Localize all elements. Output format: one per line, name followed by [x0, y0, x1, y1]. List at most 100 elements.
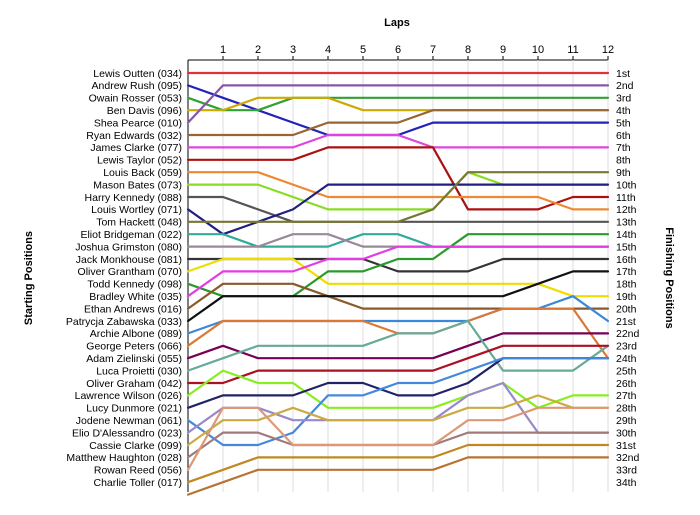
driver-label: Adam Zielinski (055)	[86, 353, 182, 365]
series-line-26	[186, 344, 610, 385]
finish-position-label: 34th	[616, 477, 637, 489]
lap-tick-label: 12	[602, 44, 614, 56]
driver-label: Ryan Edwards (032)	[86, 130, 182, 142]
driver-label: Oliver Grantham (070)	[78, 266, 182, 278]
lap-tick-label: 10	[532, 44, 544, 56]
lap-tick-label: 8	[465, 44, 471, 56]
lap-tick-label: 3	[290, 44, 296, 56]
lap-tick-label: 6	[395, 44, 401, 56]
driver-label: Louis Back (059)	[103, 167, 182, 179]
driver-label: Jodene Newman (061)	[76, 415, 182, 427]
driver-label: Rowan Reed (056)	[94, 465, 182, 477]
finish-position-label: 28th	[616, 403, 637, 415]
series-line-21	[186, 270, 610, 323]
finishing-positions-title: Finishing Positions	[663, 227, 675, 328]
series-line-5	[186, 84, 610, 124]
lap-tick-label: 1	[220, 44, 226, 56]
finish-position-label: 18th	[616, 279, 637, 291]
series-line-6	[186, 109, 610, 137]
series-line-25	[186, 319, 610, 372]
finish-position-label: 20th	[616, 303, 637, 315]
driver-label: Harry Kennedy (088)	[85, 192, 182, 204]
finish-position-label: 23rd	[616, 341, 637, 353]
series-line-19	[186, 245, 610, 298]
series-line-35	[186, 456, 610, 496]
series-line-24	[186, 332, 610, 360]
series-line-13	[186, 171, 610, 223]
finish-position-label: 11th	[616, 192, 636, 204]
finish-position-label: 17th	[616, 266, 637, 278]
lap-tick-label: 2	[255, 44, 261, 56]
series-line-9	[186, 171, 610, 211]
finish-position-label: 31st	[616, 440, 636, 452]
driver-label: Todd Kennedy (098)	[87, 279, 182, 291]
driver-label: Oliver Graham (042)	[86, 378, 182, 390]
driver-label: George Peters (066)	[86, 341, 182, 353]
driver-label: Matthew Haughton (028)	[66, 452, 182, 464]
series-line-34	[186, 443, 610, 484]
driver-label: Andrew Rush (095)	[92, 80, 182, 92]
driver-label: Shea Pearce (010)	[94, 117, 182, 129]
lap-tick-label: 11	[567, 44, 578, 56]
finish-position-label: 33rd	[616, 465, 637, 477]
driver-label: Ben Davis (096)	[107, 105, 182, 117]
x-axis-title: Laps	[384, 17, 410, 29]
finish-position-label: 5th	[616, 117, 631, 129]
finish-position-label: 25th	[616, 365, 637, 377]
series-line-33	[186, 406, 610, 471]
driver-label: Ethan Andrews (016)	[84, 303, 182, 315]
finish-position-label: 15th	[616, 241, 637, 253]
lap-tick-label: 9	[500, 44, 506, 56]
lap-tick-label: 4	[325, 44, 331, 56]
finish-position-label: 27th	[616, 390, 637, 402]
finish-position-label: 29th	[616, 415, 637, 427]
starting-positions-title: Starting Positions	[23, 231, 35, 325]
finish-position-label: 32nd	[616, 452, 640, 464]
driver-label: Tom Hackett (048)	[96, 217, 182, 229]
finish-position-label: 21st	[616, 316, 636, 328]
driver-label: Lawrence Wilson (026)	[75, 390, 182, 402]
lap-tick-label: 5	[360, 44, 366, 56]
driver-label: Louis Wortley (071)	[91, 204, 182, 216]
finish-position-label: 26th	[616, 378, 637, 390]
finish-position-label: 9th	[616, 167, 631, 179]
finish-position-label: 30th	[616, 427, 637, 439]
finish-position-label: 7th	[616, 142, 631, 154]
finish-position-label: 3rd	[616, 93, 631, 105]
driver-label: Elio D'Alessandro (023)	[72, 427, 182, 439]
series-line-29	[186, 357, 610, 447]
finish-position-label: 1st	[616, 68, 630, 80]
finish-position-label: 2nd	[616, 80, 634, 92]
finish-position-label: 13th	[616, 217, 637, 229]
finish-position-label: 6th	[616, 130, 631, 142]
driver-label: Joshua Grimston (080)	[75, 241, 182, 253]
driver-label: Mason Bates (073)	[93, 179, 182, 191]
driver-label: Eliot Bridgeman (022)	[80, 229, 182, 241]
finish-position-label: 14th	[616, 229, 637, 241]
lap-tick-label: 7	[430, 44, 436, 56]
driver-label: Patrycja Zabawska (033)	[66, 316, 182, 328]
driver-label: Lewis Outten (034)	[93, 68, 182, 80]
series-line-31	[186, 394, 610, 447]
driver-label: Charlie Toller (017)	[93, 477, 182, 489]
finish-position-label: 16th	[616, 254, 637, 266]
series-line-8	[186, 146, 610, 211]
driver-label: James Clarke (077)	[90, 142, 182, 154]
finish-position-label: 4th	[616, 105, 631, 117]
driver-label: Owain Rosser (053)	[89, 93, 182, 105]
finish-position-label: 12th	[616, 204, 637, 216]
finish-position-label: 19th	[616, 291, 637, 303]
driver-label: Cassie Clarke (099)	[89, 440, 182, 452]
series-lines	[186, 71, 610, 496]
driver-label: Luca Proietti (030)	[96, 365, 182, 377]
driver-label: Lucy Dunmore (021)	[86, 403, 182, 415]
finish-position-label: 22nd	[616, 328, 640, 340]
grid-lines	[187, 56, 609, 492]
series-line-3	[186, 96, 610, 112]
finish-position-label: 8th	[616, 155, 631, 167]
driver-label: Archie Albone (089)	[90, 328, 182, 340]
series-line-7	[186, 133, 610, 149]
driver-label: Lewis Taylor (052)	[97, 155, 182, 167]
